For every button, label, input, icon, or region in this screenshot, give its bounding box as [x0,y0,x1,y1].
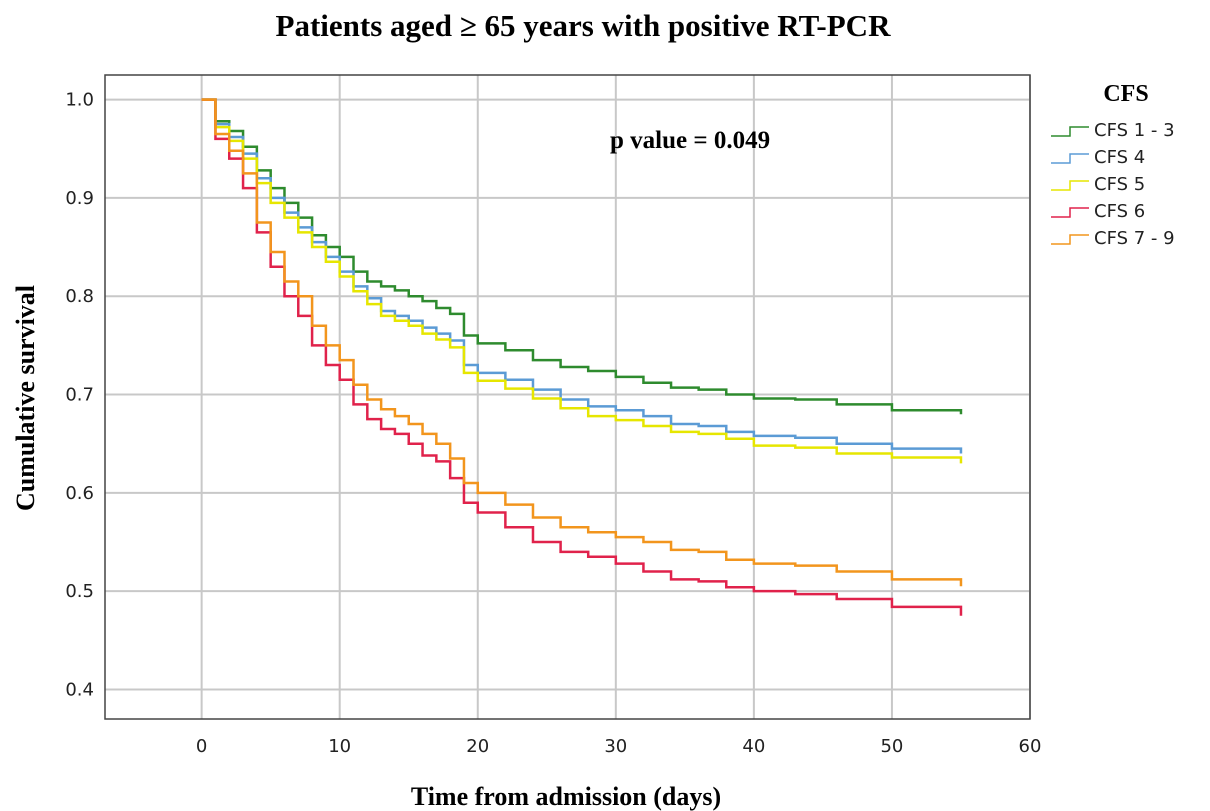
legend-swatch [1051,180,1089,191]
y-tick-label: 0.5 [65,581,94,602]
x-tick-label: 60 [1019,736,1042,757]
survival-curves [201,98,963,616]
x-tick-label: 50 [880,736,903,757]
legend-swatch [1051,153,1089,164]
y-axis-title: Cumulative survival [11,285,40,511]
legend-label: CFS 5 [1094,174,1145,195]
legend-title: CFS [1103,81,1148,107]
legend-swatch [1051,126,1089,137]
x-tick-label: 20 [466,736,489,757]
legend-label: CFS 6 [1094,201,1145,222]
legend-label: CFS 7 - 9 [1094,228,1175,249]
series-line [201,98,963,415]
p-value-annotation: p value = 0.049 [610,127,770,154]
legend-swatch [1051,234,1089,245]
x-axis-title: Time from admission (days) [411,782,721,811]
x-tick-labels: 0 10 20 30 40 50 60 [196,736,1042,757]
series-line [201,98,963,587]
series-line [201,98,963,616]
legend-label: CFS 4 [1094,147,1145,168]
y-tick-label: 0.7 [65,385,94,406]
plot-frame [104,74,1031,720]
y-tick-label: 0.6 [65,483,94,504]
legend-label: CFS 1 - 3 [1094,120,1175,141]
x-tick-label: 40 [742,736,765,757]
series-line [201,98,963,454]
legend: CFS 1 - 3 CFS 4 CFS 5 CFS 6 CFS 7 - 9 [1051,120,1175,249]
series-line [201,98,963,464]
legend-swatch [1051,207,1089,218]
chart-title: Patients aged ≥ 65 years with positive R… [276,8,892,43]
y-tick-label: 0.4 [65,680,94,701]
x-tick-label: 30 [604,736,627,757]
y-tick-label: 0.8 [65,286,94,307]
x-tick-label: 0 [196,736,207,757]
y-tick-label: 0.9 [65,188,94,209]
x-tick-label: 10 [328,736,351,757]
y-tick-label: 1.0 [65,90,94,111]
y-tick-labels: 0.4 0.5 0.6 0.7 0.8 0.9 1.0 [65,90,94,701]
